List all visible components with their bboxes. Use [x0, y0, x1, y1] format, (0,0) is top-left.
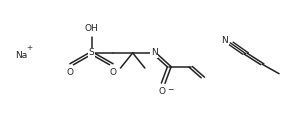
- Text: S: S: [89, 48, 94, 57]
- Text: N: N: [221, 36, 228, 45]
- Text: +: +: [26, 45, 32, 51]
- Text: O: O: [109, 68, 116, 77]
- Text: O: O: [158, 87, 165, 97]
- Text: −: −: [167, 85, 173, 94]
- Text: O: O: [67, 68, 74, 77]
- Text: N: N: [151, 48, 157, 57]
- Text: OH: OH: [84, 24, 99, 33]
- Text: Na: Na: [15, 51, 27, 60]
